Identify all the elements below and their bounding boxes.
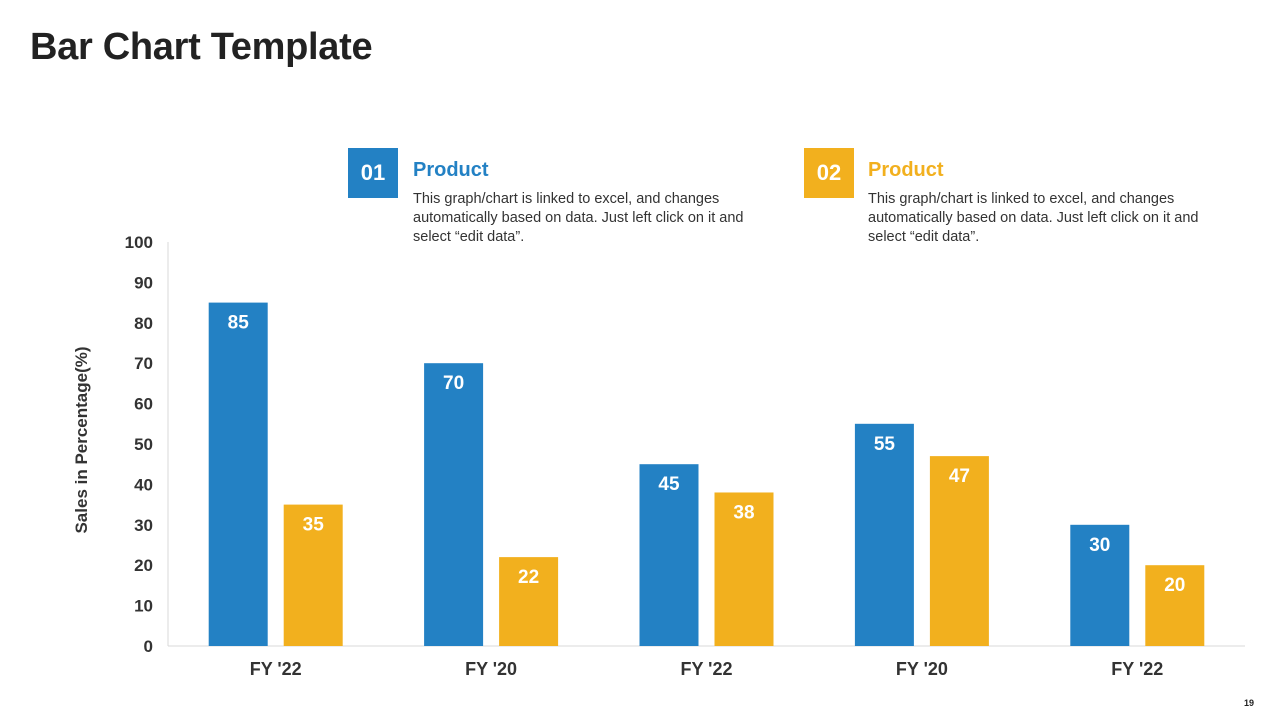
y-tick-label-0: 0 bbox=[144, 637, 153, 656]
y-tick-label-2: 20 bbox=[134, 556, 153, 575]
page-title: Bar Chart Template bbox=[30, 26, 373, 68]
bar-1-3 bbox=[854, 423, 914, 646]
y-tick-label-5: 50 bbox=[134, 435, 153, 454]
legend-heading-1: Product bbox=[413, 159, 489, 181]
data-label-2-3: 47 bbox=[949, 466, 970, 487]
bar-1-2 bbox=[639, 464, 699, 646]
legend-heading-2: Product bbox=[868, 159, 944, 181]
data-label-1-4: 30 bbox=[1089, 535, 1110, 556]
legend-number-badge-1: 01 bbox=[348, 148, 398, 198]
data-label-1-2: 45 bbox=[658, 474, 680, 495]
data-label-1-1: 70 bbox=[443, 373, 464, 394]
legend-number-badge-2: 02 bbox=[804, 148, 854, 198]
y-tick-label-3: 30 bbox=[134, 516, 153, 535]
data-label-2-1: 22 bbox=[518, 567, 539, 588]
bar-2-3 bbox=[929, 456, 989, 646]
y-tick-label-8: 80 bbox=[134, 314, 153, 333]
data-label-2-0: 35 bbox=[303, 515, 325, 536]
x-tick-label-4: FY '22 bbox=[1111, 659, 1163, 679]
bar-2-2 bbox=[714, 492, 774, 646]
y-tick-label-9: 90 bbox=[134, 273, 153, 292]
data-label-2-2: 38 bbox=[733, 502, 754, 523]
x-tick-label-0: FY '22 bbox=[250, 659, 302, 679]
y-tick-label-10: 100 bbox=[125, 233, 153, 252]
legend-description-1: This graph/chart is linked to excel, and… bbox=[413, 191, 744, 245]
y-tick-label-6: 60 bbox=[134, 395, 153, 414]
bar-2-0 bbox=[283, 504, 343, 646]
data-label-1-0: 85 bbox=[228, 313, 250, 334]
y-axis-title: Sales in Percentage(%) bbox=[72, 346, 91, 533]
x-tick-label-3: FY '20 bbox=[896, 659, 948, 679]
x-tick-label-1: FY '20 bbox=[465, 659, 517, 679]
bar-1-0 bbox=[208, 302, 268, 646]
data-label-1-3: 55 bbox=[874, 434, 896, 455]
y-tick-label-4: 40 bbox=[134, 475, 153, 494]
data-label-2-4: 20 bbox=[1164, 575, 1185, 596]
bar-2-1 bbox=[499, 557, 559, 646]
page-number: 19 bbox=[1243, 698, 1254, 708]
y-tick-label-7: 70 bbox=[134, 354, 153, 373]
x-tick-label-2: FY '22 bbox=[681, 659, 733, 679]
bar-1-4 bbox=[1070, 524, 1130, 646]
bar-2-4 bbox=[1145, 565, 1205, 646]
legend-description-2: This graph/chart is linked to excel, and… bbox=[868, 191, 1199, 245]
y-tick-label-1: 10 bbox=[134, 597, 153, 616]
bar-1-1 bbox=[424, 363, 484, 646]
